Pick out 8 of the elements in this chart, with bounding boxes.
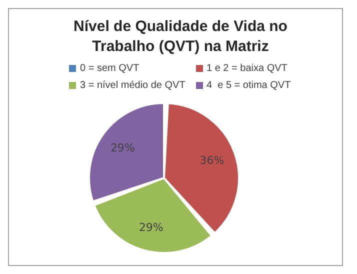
legend-label: 4 e 5 = otima QVT — [206, 80, 291, 91]
data-label: 36% — [200, 154, 224, 168]
legend-label: 1 e 2 = baixa QVT — [206, 63, 288, 74]
data-label: 29% — [138, 220, 164, 234]
legend-label: 3 = nível médio de QVT — [80, 80, 186, 91]
chart-title: Nível de Qualidade de Vida no Trabalho (QVT) na Matriz — [72, 17, 288, 57]
legend-label: 0 = sem QVT — [80, 63, 140, 74]
data-label: 29% — [110, 142, 135, 155]
